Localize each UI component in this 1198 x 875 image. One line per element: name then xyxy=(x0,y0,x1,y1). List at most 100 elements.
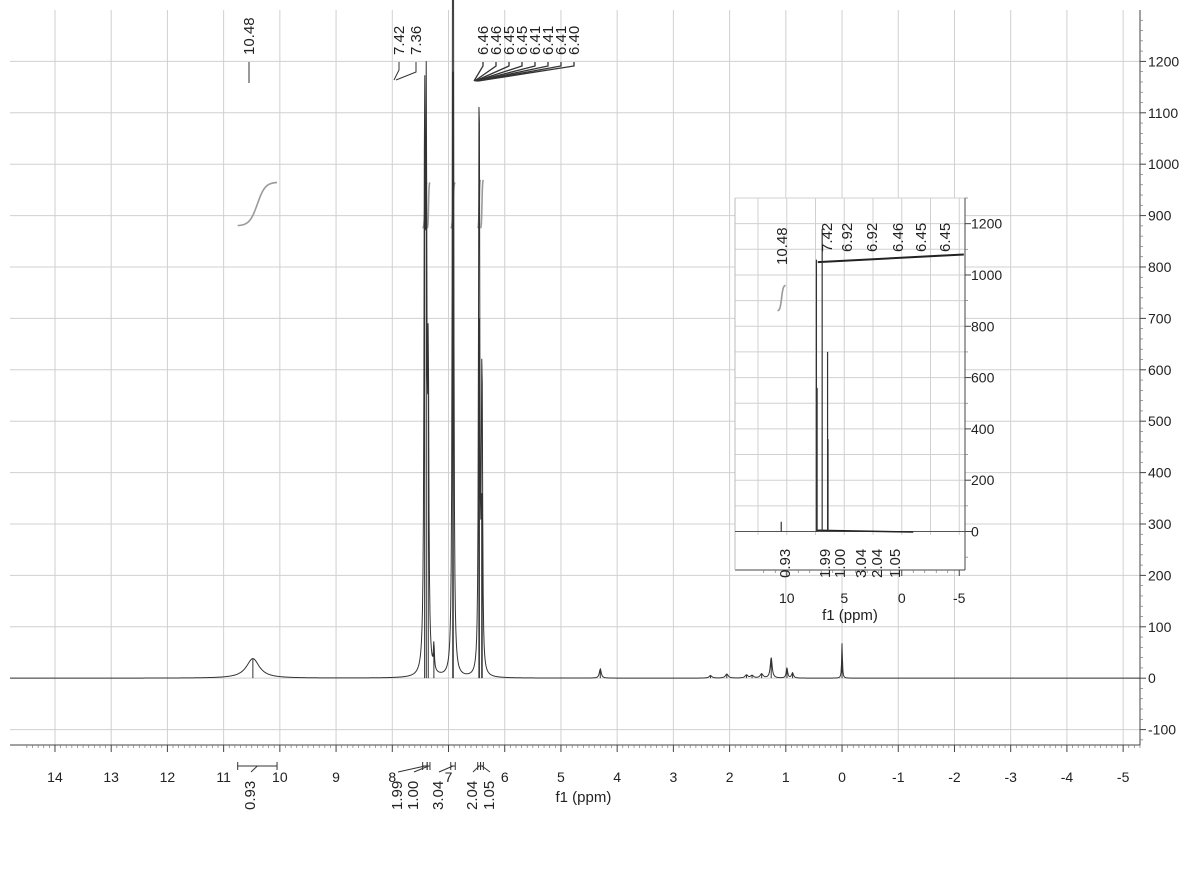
inset-integral-label: 0.93 xyxy=(777,549,794,578)
main-x-tick-label: 9 xyxy=(332,769,340,785)
main-integral-label: 1.00 xyxy=(405,781,422,810)
main-peak-label: 6.40 xyxy=(566,26,583,55)
inset-y-tick-label: 1200 xyxy=(971,216,1002,232)
inset-y-tick-label: 200 xyxy=(971,472,995,488)
main-peak-leader xyxy=(474,62,497,82)
main-x-tick-label: -1 xyxy=(892,769,905,785)
inset-peak-label: 10.48 xyxy=(774,227,791,265)
inset-x-tick-label: 10 xyxy=(779,590,795,606)
main-y-tick-label: 200 xyxy=(1148,567,1172,583)
main-y-tick-label: -100 xyxy=(1148,722,1176,738)
main-peak-leader xyxy=(475,62,523,82)
main-x-axis-label: f1 (ppm) xyxy=(556,789,612,806)
inset-y-axis: 0 200 400 600 800 1000 1200 xyxy=(965,197,1002,558)
main-y-tick-label: 1100 xyxy=(1148,105,1178,121)
main-x-tick-label: -3 xyxy=(1004,769,1017,785)
main-y-axis: -100 0 100 200 300 400 500 600 700 800 900 1000 1100… xyxy=(1140,19,1179,741)
main-plot-frame xyxy=(10,10,1141,746)
inset-peak-label: 6.46 xyxy=(890,223,907,252)
inset-peak-label: 6.45 xyxy=(913,223,930,252)
main-x-tick-label: -2 xyxy=(948,769,961,785)
main-integral-leader xyxy=(472,765,480,773)
main-peak-label: 6.41 xyxy=(527,26,544,55)
main-peak-leader xyxy=(473,62,484,82)
inset-x-tick-label: 5 xyxy=(840,590,848,606)
main-peak-label: 7.36 xyxy=(408,26,425,55)
main-x-tick-label: 3 xyxy=(669,769,677,785)
main-x-tick-label: -4 xyxy=(1061,769,1074,785)
main-integral-label: 3.04 xyxy=(430,781,447,810)
main-x-tick-label: 6 xyxy=(501,769,509,785)
inset-label-leader-bundle xyxy=(817,253,964,264)
inset-integral-labels: 0.93 1.991.00 3.04 2.04 1.05 xyxy=(777,549,904,578)
main-peak-label: 7.42 xyxy=(391,26,408,55)
main-x-tick-label: 10 xyxy=(272,769,288,785)
main-x-tick-label: 14 xyxy=(47,769,63,785)
main-integral-label: 1.99 xyxy=(389,781,406,810)
main-integral-curve xyxy=(237,181,278,227)
main-peak-label: 6.41 xyxy=(540,26,557,55)
inset-chart: 10.48 7.42 6.92 6.92 6.46 6.45 6.45 0.93 1.991.… xyxy=(734,197,1002,624)
main-peak-leader xyxy=(476,62,536,82)
main-x-tick-label: 0 xyxy=(838,769,846,785)
main-y-tick-label: 1000 xyxy=(1148,156,1179,172)
main-x-tick-label: 5 xyxy=(557,769,565,785)
main-integral-leader xyxy=(481,765,491,773)
inset-integral-curve xyxy=(777,284,786,312)
main-y-tick-label: 0 xyxy=(1148,670,1156,686)
inset-x-axis-label: f1 (ppm) xyxy=(822,607,878,624)
main-peak-leader xyxy=(477,62,562,82)
main-y-tick-label: 900 xyxy=(1148,208,1172,224)
main-spectrum-trace xyxy=(10,0,1140,679)
inset-y-tick-label: 600 xyxy=(971,370,995,386)
main-peak-label: 6.46 xyxy=(475,26,492,55)
main-y-tick-label: 800 xyxy=(1148,259,1172,275)
main-integral-leader xyxy=(413,765,429,773)
main-peak-label: 6.45 xyxy=(501,26,518,55)
main-y-tick-label: 100 xyxy=(1148,619,1172,635)
main-y-tick-label: 400 xyxy=(1148,465,1172,481)
inset-y-tick-label: 800 xyxy=(971,318,995,334)
main-y-tick-label: 500 xyxy=(1148,413,1172,429)
main-integral-label: 2.04 xyxy=(464,781,481,810)
main-x-tick-label: 1 xyxy=(782,769,790,785)
main-y-tick-label: 600 xyxy=(1148,362,1172,378)
main-x-tick-label: 4 xyxy=(613,769,621,785)
inset-peak-labels: 10.48 7.42 6.92 6.92 6.46 6.45 6.45 xyxy=(774,223,954,265)
inset-peak-label: 6.92 xyxy=(864,223,881,252)
inset-x-axis: 10 5 0 -5 xyxy=(763,570,966,606)
main-integral-leader xyxy=(438,765,454,773)
main-y-tick-label: 300 xyxy=(1148,516,1172,532)
inset-integral-label: 3.04 xyxy=(853,549,870,578)
main-x-tick-label: 12 xyxy=(160,769,176,785)
inset-x-tick-label: 0 xyxy=(898,590,906,606)
main-integral-curve xyxy=(426,181,431,229)
inset-spectrum-trace xyxy=(780,228,829,532)
main-x-tick-label: 7 xyxy=(445,769,453,785)
main-y-tick-label: 1200 xyxy=(1148,53,1179,69)
main-x-tick-label: 2 xyxy=(726,769,734,785)
main-integral-labels: 0.93 1.99 1.00 3.04 2.04 1.05 xyxy=(237,762,498,810)
inset-peak-label: 6.92 xyxy=(839,223,856,252)
main-x-tick-label: 8 xyxy=(388,769,396,785)
main-peak-leader xyxy=(478,62,575,82)
main-integral-label: 1.05 xyxy=(481,781,498,810)
main-integral-label: 0.93 xyxy=(242,781,259,810)
main-integral-leader xyxy=(397,765,426,773)
main-y-tick-label: 700 xyxy=(1148,310,1172,326)
main-peak-label: 6.41 xyxy=(553,26,570,55)
inset-integral-label: 1.00 xyxy=(832,549,849,578)
inset-y-tick-label: 400 xyxy=(971,421,995,437)
main-integral-curve xyxy=(479,179,484,229)
main-peak-leader xyxy=(395,62,417,81)
main-peak-leader xyxy=(393,62,400,81)
inset-y-tick-label: 0 xyxy=(971,524,979,540)
main-peak-leader xyxy=(474,62,510,82)
main-peak-labels: 10.48 7.42 7.36 6.466.466.456.456.416.416.4… xyxy=(241,17,583,83)
main-peak-label: 10.48 xyxy=(241,17,258,55)
inset-x-tick-label: -5 xyxy=(953,590,966,606)
inset-peak-label: 7.42 xyxy=(819,223,836,252)
inset-integral-bracket xyxy=(816,529,914,533)
